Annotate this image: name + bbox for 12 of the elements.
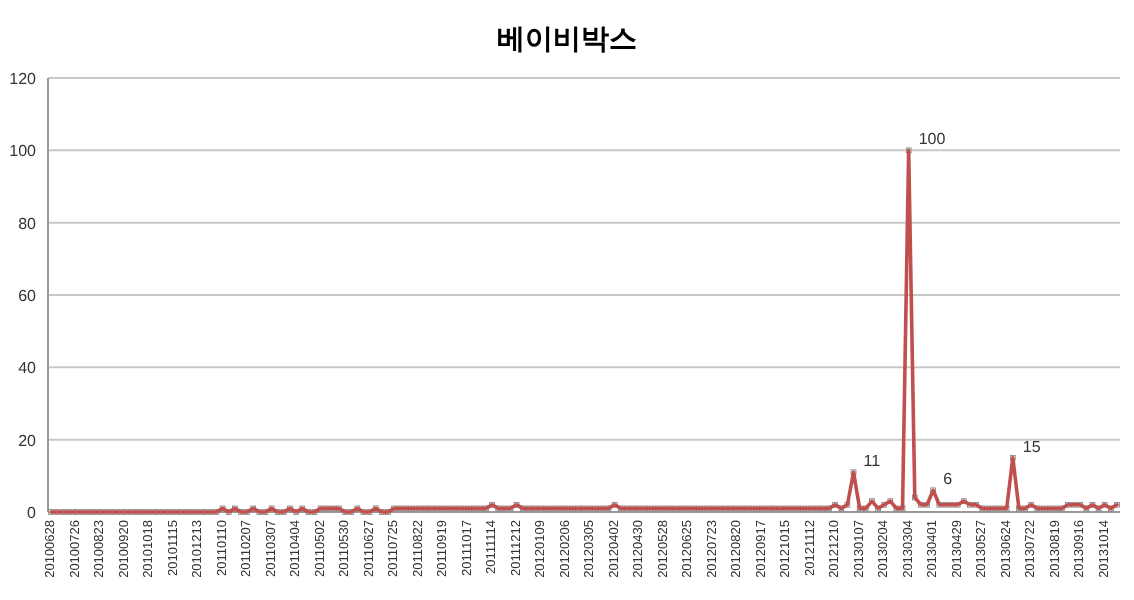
data-label: 15 bbox=[1022, 437, 1042, 456]
data-label: 100 bbox=[918, 130, 947, 149]
y-tick-label: 100 bbox=[9, 142, 38, 161]
data-label: 11 bbox=[863, 452, 882, 471]
y-tick-label: 60 bbox=[18, 287, 38, 305]
y-tick-label: 40 bbox=[18, 359, 38, 378]
y-tick-label: 20 bbox=[18, 431, 38, 450]
y-tick-label: 80 bbox=[18, 214, 38, 233]
y-tick-label: 0 bbox=[27, 504, 38, 522]
chart-title: 베이비박스 bbox=[497, 22, 637, 54]
data-label: 6 bbox=[943, 470, 954, 489]
y-tick-label: 120 bbox=[9, 70, 38, 88]
